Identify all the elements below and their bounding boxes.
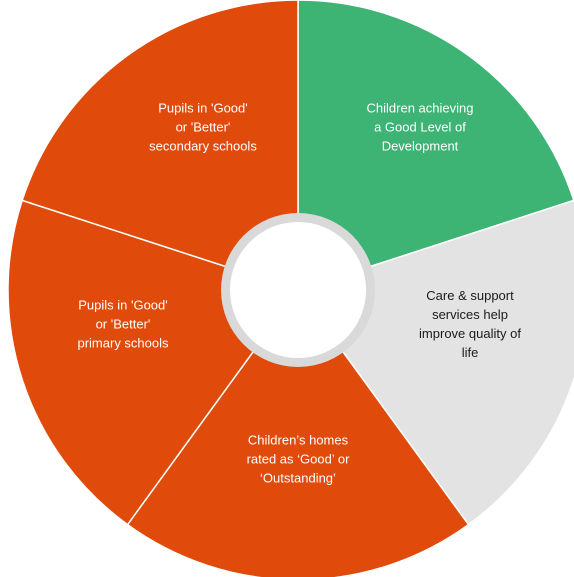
label-line: Pupils in 'Good' bbox=[158, 100, 248, 115]
label-primary-schools: Pupils in 'Good' or 'Better' primary schoo… bbox=[77, 297, 169, 350]
label-line: ‘Outstanding’ bbox=[260, 470, 336, 485]
label-childrens-homes: Children’s homes rated as ‘Good’ or ‘Outst… bbox=[247, 432, 351, 485]
label-line: rated as ‘Good’ or bbox=[247, 451, 351, 466]
segments-layer bbox=[7, 0, 574, 577]
segment-good-level-of-development bbox=[297, 0, 574, 292]
label-good-level-of-development: Children achieving a Good Level of Develop… bbox=[367, 100, 474, 153]
labels-layer: Children achieving a Good Level of Develop… bbox=[77, 100, 521, 485]
label-line: services help bbox=[432, 307, 508, 322]
label-line: secondary schools bbox=[149, 138, 257, 153]
label-line: or 'Better' bbox=[96, 316, 151, 331]
label-secondary-schools: Pupils in 'Good' or 'Better' secondary sch… bbox=[149, 100, 257, 153]
label-line: life bbox=[462, 345, 479, 360]
segment-childrens-homes bbox=[126, 288, 470, 577]
label-line: improve quality of bbox=[419, 326, 521, 341]
label-line: primary schools bbox=[77, 335, 169, 350]
label-care-support-services: Care & support services help improve quali… bbox=[419, 288, 521, 360]
segment-secondary-schools bbox=[21, 0, 299, 292]
center-hole bbox=[230, 222, 366, 358]
label-line: Development bbox=[382, 138, 459, 153]
label-line: Children’s homes bbox=[248, 432, 349, 447]
label-line: Pupils in 'Good' bbox=[78, 297, 168, 312]
label-line: Children achieving bbox=[367, 100, 474, 115]
label-line: Care & support bbox=[426, 288, 514, 303]
label-line: a Good Level of bbox=[374, 119, 466, 134]
label-line: or 'Better' bbox=[176, 119, 231, 134]
